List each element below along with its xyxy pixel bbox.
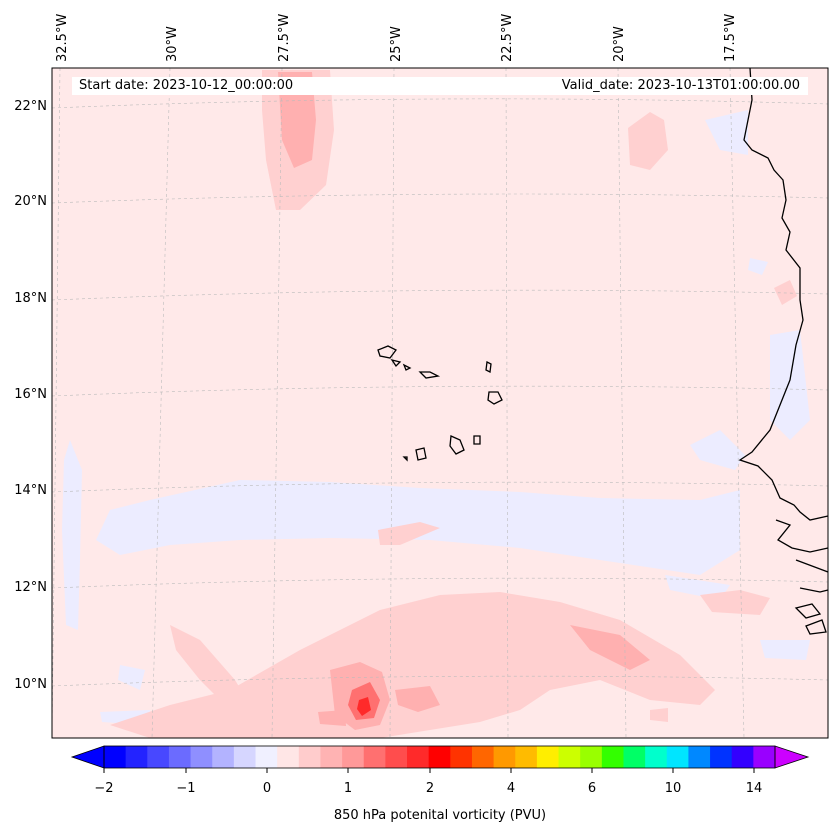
colorbar-tick-label: 0 [262, 781, 272, 796]
colorbar-segment [320, 746, 343, 768]
lat-label-18n: 18°N [14, 291, 47, 306]
colorbar-tick-label: 10 [664, 781, 682, 796]
valid-date-label: Valid_date: 2023-10-13T01:00:00.00 [561, 78, 800, 93]
colorbar-segment [255, 746, 278, 768]
colorbar-segment [233, 746, 257, 768]
lat-label-20n: 20°N [14, 194, 47, 209]
colorbar-segment [471, 746, 495, 768]
colorbar-segment [168, 746, 192, 768]
lat-label-22n: 22°N [14, 99, 47, 114]
colorbar-segment [147, 746, 170, 768]
colorbar-tick-label: 1 [343, 781, 353, 796]
lon-label-17-5w: 17.5°W [723, 13, 738, 62]
colorbar-segment [104, 746, 127, 768]
colorbar-segment [363, 746, 386, 768]
lon-label-32-5w: 32.5°W [55, 13, 70, 62]
colorbar-tick-label: 14 [745, 781, 763, 796]
colorbar-tick-label: −1 [176, 781, 196, 796]
colorbar-segment [601, 746, 624, 768]
colorbar-title: 850 hPa potenital vorticity (PVU) [333, 808, 547, 823]
colorbar-segment [710, 746, 733, 768]
colorbar-under-arrow [70, 745, 105, 769]
colorbar-segment [190, 746, 213, 768]
map-frame [51, 67, 829, 739]
coastline [738, 67, 829, 635]
lon-label-30w: 30°W [165, 26, 180, 62]
colorbar-segment [428, 746, 451, 768]
colorbar-segment [688, 746, 711, 768]
cape-verde-islands [377, 345, 503, 462]
colorbar-frame [103, 745, 776, 769]
colorbar-segment [125, 746, 148, 768]
lon-label-25w: 25°W [389, 26, 404, 62]
lon-label-27-5w: 27.5°W [277, 13, 292, 62]
colorbar-segment [731, 746, 754, 768]
colorbar-tick-label: 6 [587, 781, 597, 796]
colorbar-segment [753, 746, 776, 768]
lat-label-10n: 10°N [14, 677, 47, 692]
lat-label-14n: 14°N [14, 483, 47, 498]
colorbar-tick-label: −2 [94, 781, 114, 796]
colorbar-segment [277, 746, 300, 768]
colorbar-segment [536, 746, 560, 768]
colorbar-segment [385, 746, 408, 768]
lon-label-20w: 20°W [612, 26, 627, 62]
colorbar-segment [580, 746, 603, 768]
gridlines [51, 67, 829, 739]
lat-label-16n: 16°N [14, 387, 47, 402]
colorbar-segment [493, 746, 516, 768]
colorbar-segment [623, 746, 646, 768]
colorbar-segment [645, 746, 668, 768]
date-annotation-box: Start date: 2023-10-12_00:00:00 Valid_da… [72, 77, 808, 95]
lon-label-22-5w: 22.5°W [500, 13, 515, 62]
lat-label-12n: 12°N [14, 580, 47, 595]
colorbar [104, 746, 776, 768]
colorbar-segment [407, 746, 430, 768]
start-date-label: Start date: 2023-10-12_00:00:00 [79, 78, 294, 93]
colorbar-segment [298, 746, 321, 768]
colorbar-segment [515, 746, 538, 768]
colorbar-over-arrow [774, 745, 810, 769]
colorbar-tick-label: 2 [425, 781, 435, 796]
colorbar-segment [558, 746, 581, 768]
colorbar-segment [450, 746, 473, 768]
colorbar-ticks [103, 768, 755, 773]
colorbar-segment [342, 746, 365, 768]
peak-pv-region [357, 697, 371, 716]
colorbar-segment [212, 746, 235, 768]
colorbar-tick-label: 4 [506, 781, 516, 796]
colorbar-segment [666, 746, 689, 768]
